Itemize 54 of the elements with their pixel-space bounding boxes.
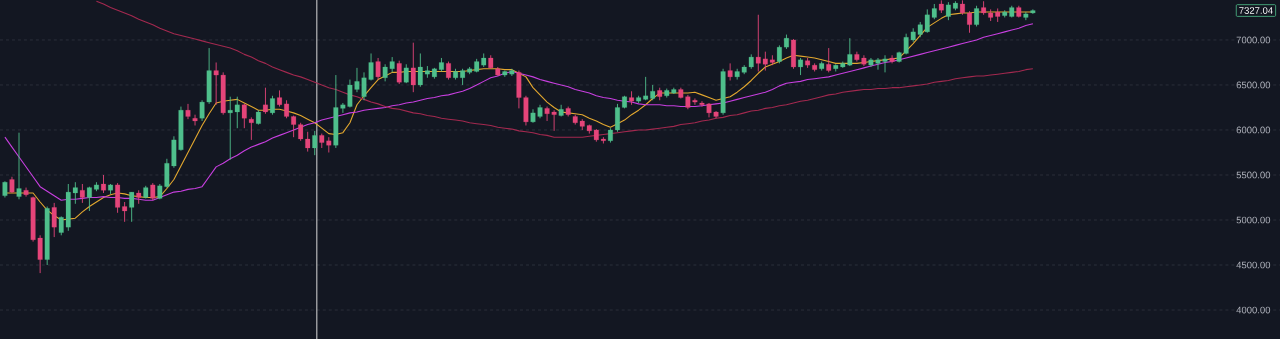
candlestick: [967, 10, 972, 34]
candlestick: [255, 109, 261, 126]
candlestick: [192, 114, 198, 126]
y-tick-label: 4500.00: [1236, 261, 1271, 269]
candlestick: [136, 189, 142, 205]
candlestick: [94, 181, 99, 192]
candlestick: [284, 99, 289, 119]
candlestick: [101, 174, 106, 194]
candlestick: [241, 103, 247, 129]
candlestick: [889, 54, 895, 64]
y-tick-label: 6500.00: [1236, 81, 1271, 89]
candlestick: [1016, 5, 1022, 18]
candlestick: [129, 191, 135, 223]
candlestick: [263, 87, 268, 115]
candlestick: [819, 61, 825, 72]
candlestick: [312, 130, 318, 156]
candlestick: [143, 185, 149, 199]
candlestick: [248, 116, 254, 141]
candlestick: [953, 0, 958, 11]
candlestick: [396, 60, 402, 85]
y-tick-label: 4000.00: [1236, 306, 1271, 314]
candlestick: [185, 103, 191, 120]
candlestick: [51, 202, 57, 238]
candlestick: [9, 176, 15, 194]
candlestick: [608, 127, 613, 144]
candlestick: [960, 0, 965, 16]
y-tick-label: 7000.00: [1236, 36, 1271, 44]
candlestick: [44, 206, 50, 266]
candlestick: [622, 95, 627, 109]
candlestick: [270, 95, 275, 116]
candlestick: [826, 47, 832, 73]
candlestick: [16, 132, 22, 200]
y-tick-label: 6000.00: [1236, 126, 1271, 134]
candlestick: [375, 57, 381, 81]
candlestick: [150, 182, 156, 201]
candlestick: [565, 106, 571, 117]
candlestick: [805, 57, 810, 69]
y-tick-label: 5500.00: [1236, 171, 1271, 179]
candlestick: [439, 57, 444, 72]
candlestick: [798, 57, 803, 76]
candlestick: [938, 0, 944, 14]
candlestick: [558, 104, 564, 117]
candlestick: [784, 34, 789, 50]
candlestick: [410, 42, 416, 93]
candlestick: [974, 5, 979, 27]
candlestick: [453, 68, 458, 81]
text: 7327.04: [1239, 7, 1273, 14]
candlestick: [403, 63, 409, 84]
candlestick: [108, 183, 113, 195]
y-tick-label: 5000.00: [1236, 216, 1271, 224]
candlestick: [657, 87, 663, 101]
candlestick: [629, 90, 634, 106]
candlestick: [727, 62, 733, 81]
candlestick: [79, 183, 85, 204]
